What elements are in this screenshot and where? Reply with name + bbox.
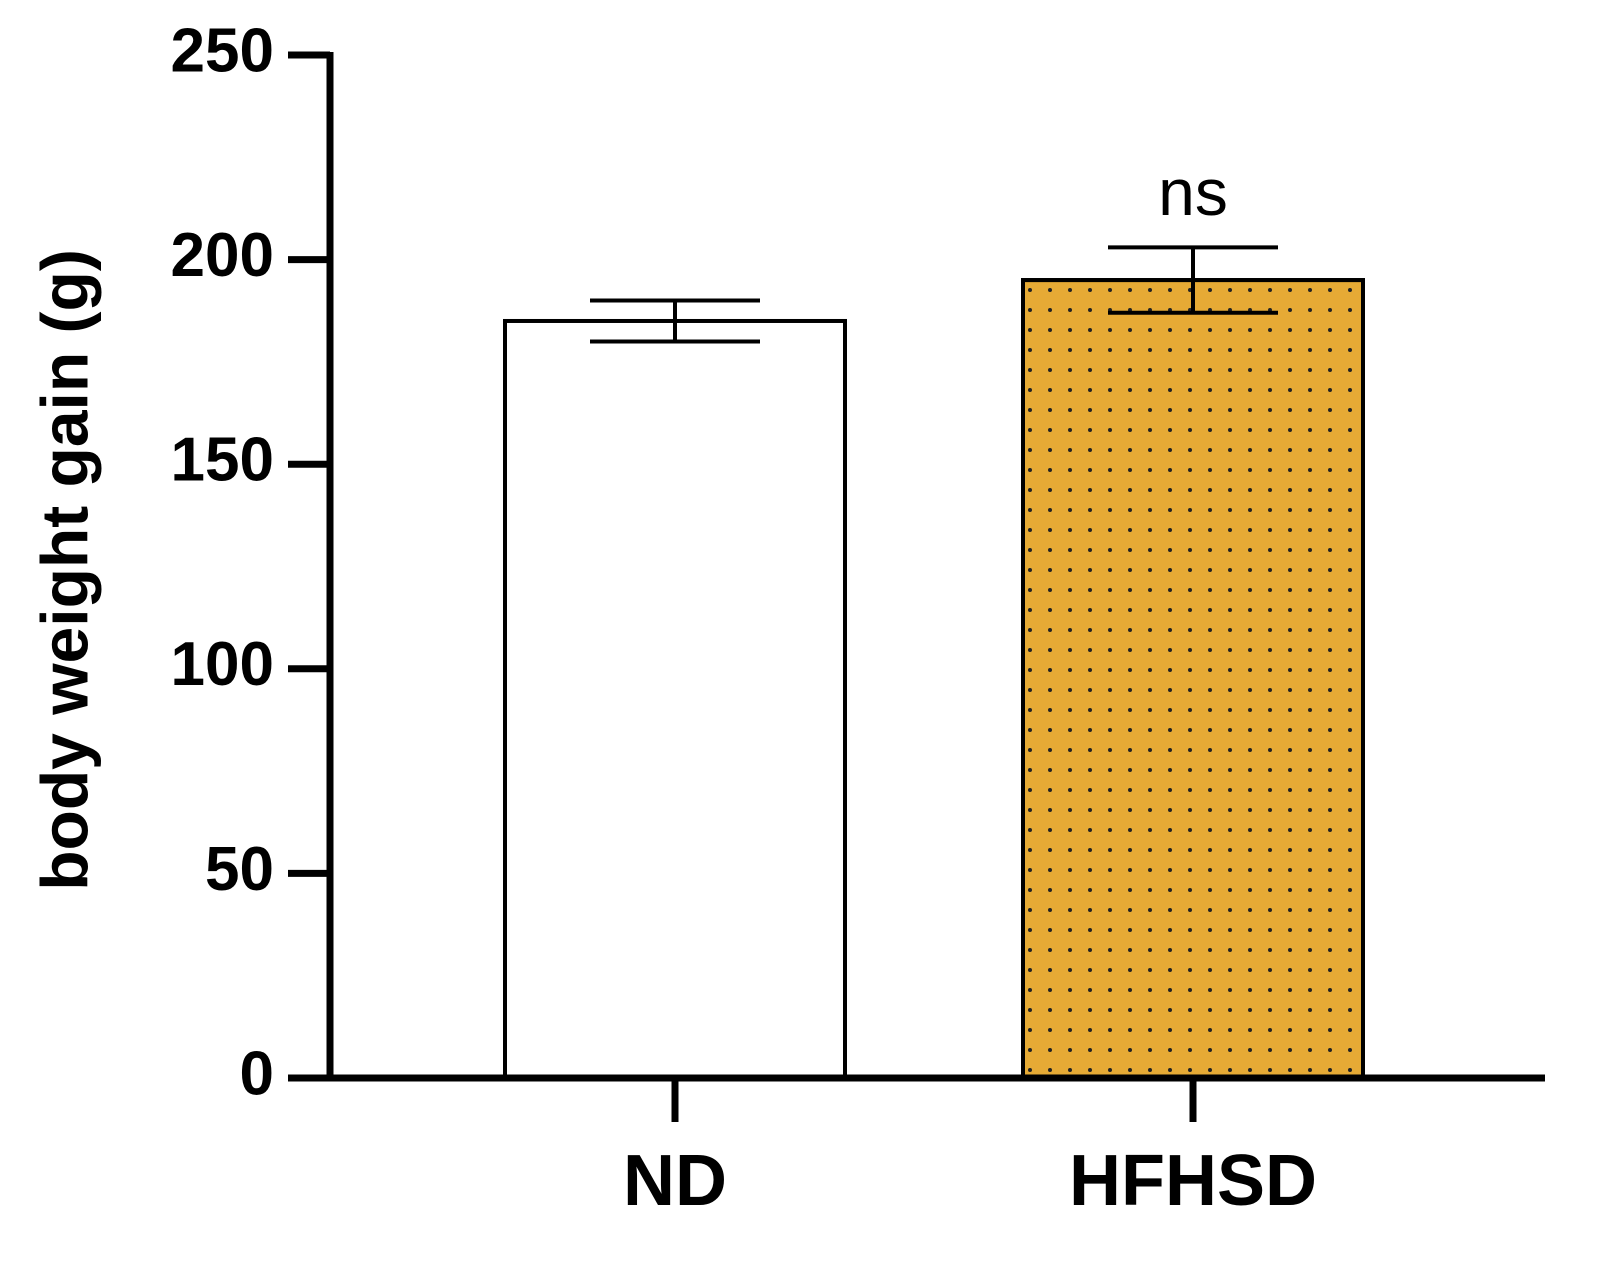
y-axis-label: body weight gain (g) <box>27 249 101 891</box>
annotation: ns <box>1158 155 1228 229</box>
x-tick-label: ND <box>623 1141 727 1221</box>
y-tick-label: 0 <box>240 1039 274 1108</box>
y-tick-label: 50 <box>205 835 274 904</box>
y-tick-label: 200 <box>171 221 274 290</box>
error-bar <box>1108 245 1278 315</box>
bar <box>503 318 847 1081</box>
bar-hatch <box>1021 278 1365 1080</box>
x-tick-label: HFHSD <box>1069 1141 1317 1221</box>
error-bar <box>590 298 760 344</box>
y-tick-label: 100 <box>171 630 274 699</box>
y-tick-label: 250 <box>171 16 274 85</box>
y-tick-label: 150 <box>171 426 274 495</box>
